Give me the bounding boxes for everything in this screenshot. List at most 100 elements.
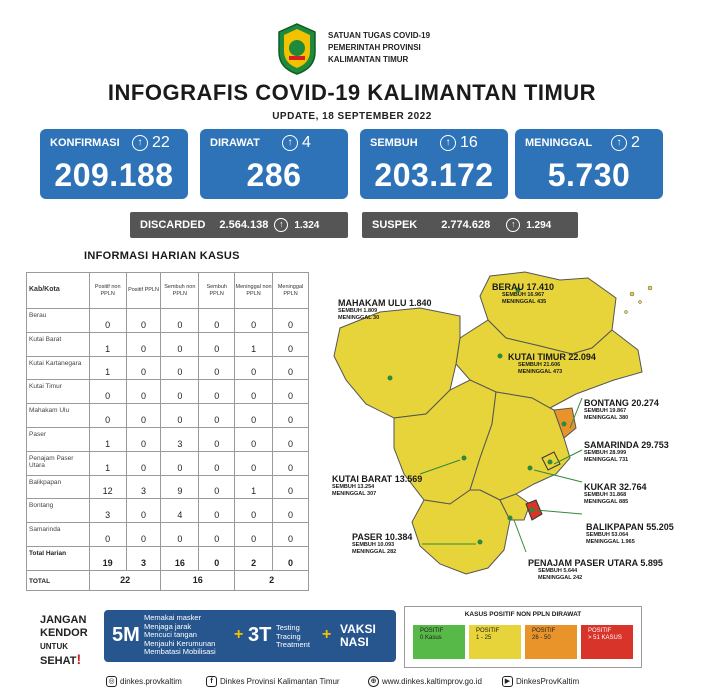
table-cell: 0 bbox=[272, 450, 309, 476]
table-cell: 0 bbox=[125, 403, 162, 428]
table-cell: 0 bbox=[234, 379, 274, 405]
region-name: BONTANG bbox=[584, 398, 629, 408]
stat-konfirmasi: KONFIRMASI ↑ 22 209.188 bbox=[40, 129, 188, 199]
social-text: DinkesProvKaltim bbox=[516, 677, 580, 686]
instagram-link[interactable]: ◎ dinkes.provkaltim bbox=[106, 676, 182, 687]
stat-label: SEMBUH bbox=[370, 137, 418, 149]
vaksinasi-line: NASI bbox=[340, 635, 369, 649]
table-cell: 3 bbox=[125, 474, 162, 500]
arrow-up-icon: ↑ bbox=[611, 135, 627, 151]
table-cell: 0 bbox=[198, 522, 236, 547]
stat-value: 209.188 bbox=[54, 157, 174, 193]
stat-meninggal: MENINGGAL ↑ 2 5.730 bbox=[515, 129, 663, 199]
label-kutai-timur: KUTAI TIMUR 22.094 SEMBUH 21.606 MENINGG… bbox=[508, 352, 596, 376]
facebook-link[interactable]: f Dinkes Provinsi Kalimantan Timur bbox=[206, 676, 340, 687]
region-paser bbox=[411, 489, 511, 575]
stat-value: 203.172 bbox=[374, 157, 494, 193]
table-cell: 0 bbox=[272, 545, 309, 571]
stat-delta-value: 16 bbox=[460, 134, 478, 151]
table-title: INFORMASI HARIAN KASUS bbox=[84, 250, 240, 262]
region-meninggal: MENINGGAL 380 bbox=[584, 415, 629, 421]
column-header: Meninggal non PPLN bbox=[234, 272, 274, 309]
region-meninggal: MENINGGAL 30 bbox=[338, 315, 380, 321]
suspek-delta: 1.294 bbox=[526, 219, 552, 231]
table-cell: 0 bbox=[198, 450, 236, 476]
table-cell: 3 bbox=[88, 498, 127, 524]
table-body: Berau 0 0 0 0 0 0 Kutai Barat 1 0 0 0 1 0 Kutai Kartan… bbox=[26, 308, 309, 591]
table-row: Kutai Timur 0 0 0 0 0 0 bbox=[26, 379, 309, 405]
legend-item-yellow: POSITIF 1 - 25 bbox=[469, 625, 521, 659]
table-cell: 0 bbox=[198, 545, 236, 571]
region-value: 20.274 bbox=[631, 398, 659, 408]
region-sembuh: SEMBUH 10.093 bbox=[352, 542, 395, 548]
table-cell: 0 bbox=[234, 498, 274, 524]
table-cell: 0 bbox=[198, 331, 236, 357]
region-name: BALIKPAPAN bbox=[586, 522, 644, 532]
table-row: Berau 0 0 0 0 0 0 bbox=[26, 308, 309, 333]
3t-item: Tracing bbox=[276, 631, 301, 641]
column-header: Sembuh non PPLN bbox=[160, 272, 200, 309]
stat-label: DIRAWAT bbox=[210, 137, 260, 149]
table-cell: 0 bbox=[125, 498, 162, 524]
table-row: Kutai Barat 1 0 0 0 1 0 bbox=[26, 331, 309, 357]
3t-item: Testing bbox=[276, 623, 300, 632]
region-name: KUKAR bbox=[584, 482, 617, 492]
region-value: 17.410 bbox=[526, 282, 555, 292]
region-meninggal: MENINGGAL 242 bbox=[538, 575, 583, 581]
region-sembuh: SEMBUH 53.064 bbox=[586, 532, 629, 538]
island bbox=[638, 300, 642, 304]
stat-delta-value: 4 bbox=[302, 134, 311, 151]
youtube-link[interactable]: ▶ DinkesProvKaltim bbox=[502, 676, 579, 687]
row-name: Samarinda bbox=[26, 522, 90, 547]
stat-sembuh: SEMBUH ↑ 16 203.172 bbox=[360, 129, 508, 199]
table-cell: 0 bbox=[272, 498, 309, 524]
campaign-slogan: JANGAN KENDOR UNTUK SEHAT! bbox=[40, 614, 88, 668]
legend-range: 1 - 25 bbox=[476, 635, 492, 641]
table-cell: 0 bbox=[272, 522, 309, 547]
org-line: KALIMANTAN TIMUR bbox=[328, 55, 409, 64]
table-row: Mahakam Ulu 0 0 0 0 0 0 bbox=[26, 403, 309, 428]
arrow-up-icon: ↑ bbox=[132, 135, 148, 151]
table-cell: 0 bbox=[198, 498, 236, 524]
discarded-label: DISCARDED bbox=[140, 219, 206, 231]
legend-range: > 51 KASUS bbox=[588, 635, 622, 641]
label-kukar: KUKAR 32.764 SEMBUH 31.868 MENINGGAL 885 bbox=[584, 482, 647, 506]
region-value: 13.569 bbox=[394, 474, 423, 484]
discarded-strip: DISCARDED 2.564.138 ↑ 1.324 bbox=[130, 212, 348, 238]
table-cell: 0 bbox=[234, 308, 274, 333]
region-name: MAHAKAM ULU bbox=[338, 298, 407, 308]
region-sembuh: SEMBUH 1.809 bbox=[338, 308, 378, 314]
region-sembuh: SEMBUH 16.967 bbox=[502, 292, 545, 298]
region-markers bbox=[387, 287, 567, 545]
table-cell: 0 bbox=[234, 355, 274, 381]
row-name: Kutai Kartanegara bbox=[26, 355, 90, 381]
legend-label: POSITIF bbox=[532, 628, 556, 634]
website-link[interactable]: ⊕ www.dinkes.kaltimprov.go.id bbox=[368, 676, 482, 687]
stat-label: KONFIRMASI bbox=[50, 137, 120, 149]
island bbox=[647, 285, 653, 291]
table-cell: 0 bbox=[272, 426, 309, 452]
region-sembuh: SEMBUH 21.606 bbox=[518, 362, 561, 368]
region-meninggal: MENINGGAL 307 bbox=[332, 491, 377, 497]
table-cell: 0 bbox=[160, 331, 200, 357]
table-cell: 0 bbox=[88, 308, 127, 333]
row-name: Kutai Barat bbox=[26, 331, 90, 357]
label-bontang: BONTANG 20.274 SEMBUH 19.867 MENINGGAL 3… bbox=[584, 398, 659, 422]
table-cell: 1 bbox=[234, 331, 274, 357]
region-name: PENAJAM PASER UTARA bbox=[528, 558, 638, 568]
column-header: Meninggal PPLN bbox=[272, 272, 309, 309]
legend-range: 26 - 50 bbox=[532, 635, 551, 641]
island bbox=[629, 291, 635, 297]
region-sembuh: SEMBUH 19.867 bbox=[584, 408, 627, 414]
grand-positif: 22 bbox=[88, 569, 162, 591]
table-cell: 0 bbox=[160, 403, 200, 428]
table-cell: 0 bbox=[198, 474, 236, 500]
stat-value: 286 bbox=[246, 157, 302, 193]
table-cell: 0 bbox=[125, 331, 162, 357]
legend-range: 0 Kasus bbox=[420, 635, 442, 641]
region-value: 1.840 bbox=[409, 298, 432, 308]
5m-label: 5M bbox=[112, 624, 140, 646]
globe-icon: ⊕ bbox=[368, 676, 379, 687]
arrow-up-icon: ↑ bbox=[282, 135, 298, 151]
stat-value: 5.730 bbox=[547, 157, 631, 193]
